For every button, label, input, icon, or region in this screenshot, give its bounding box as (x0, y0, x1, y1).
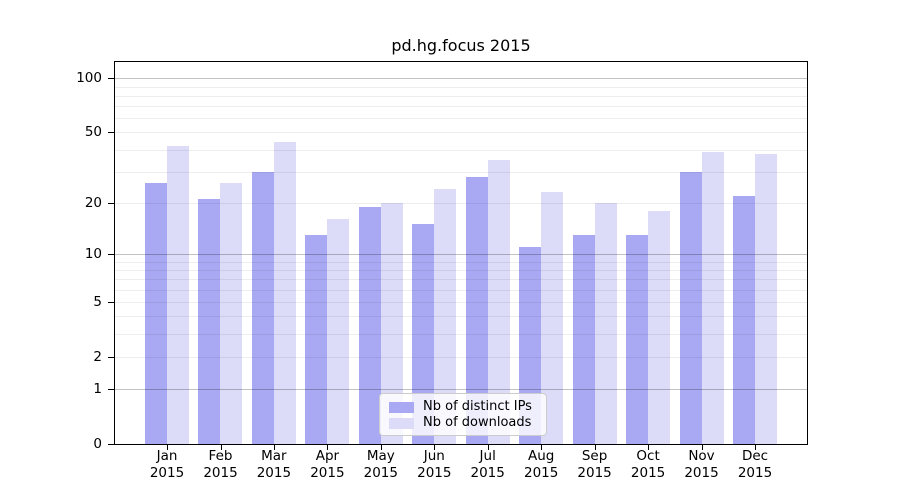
y-tick-mark-100 (108, 78, 114, 80)
y-tick-label-20: 20 (84, 194, 102, 211)
y-tick-label-0: 0 (93, 436, 102, 452)
bar-nb-of-distinct-ips-jul (465, 177, 488, 444)
y-tick-label-5: 5 (93, 294, 102, 310)
bar-nb-of-downloads-dec (755, 153, 777, 444)
gridline-minor-8 (115, 269, 807, 271)
gridline-minor-20 (115, 202, 807, 204)
legend: Nb of distinct IPs Nb of downloads (379, 393, 547, 436)
bar-nb-of-downloads-jun (434, 188, 457, 444)
chart-title: pd.hg.focus 2015 (391, 36, 531, 55)
x-tick-mark-feb (220, 445, 222, 450)
bar-nb-of-downloads-apr (327, 219, 350, 444)
x-tick-mark-may (380, 445, 382, 450)
gridline-minor-60 (115, 118, 807, 120)
y-tick-mark-5 (108, 302, 114, 303)
x-tick-label-jun: Jun 2015 (417, 448, 452, 481)
bar-nb-of-downloads-aug (541, 192, 564, 444)
gridline-minor-50 (115, 132, 807, 134)
x-tick-mark-aug (541, 445, 543, 450)
bar-nb-of-distinct-ips-nov (679, 171, 702, 444)
legend-swatch-distinct-ips (389, 401, 414, 413)
y-tick-mark-1 (108, 389, 114, 391)
bar-nb-of-downloads-may (380, 202, 403, 444)
x-tick-mark-jun (434, 445, 436, 450)
x-tick-label-oct: Oct 2015 (630, 448, 666, 481)
bar-nb-of-distinct-ips-jan (145, 182, 167, 444)
bar-nb-of-distinct-ips-oct (626, 234, 649, 444)
x-tick-label-aug: Aug 2015 (524, 448, 559, 481)
bar-nb-of-downloads-jul (487, 160, 510, 444)
bar-nb-of-distinct-ips-may (358, 206, 381, 444)
y-tick-mark-10 (108, 253, 114, 255)
gridline-minor-3 (115, 334, 807, 336)
bar-nb-of-downloads-oct (648, 210, 671, 444)
bar-nb-of-distinct-ips-dec (733, 195, 755, 444)
gridline-minor-40 (115, 149, 807, 151)
bar-nb-of-downloads-feb (220, 182, 243, 444)
y-tick-label-2: 2 (93, 348, 102, 365)
bar-nb-of-downloads-mar (273, 142, 296, 444)
y-tick-mark-50 (108, 132, 114, 134)
x-tick-mark-oct (648, 445, 650, 450)
x-tick-mark-jan (167, 445, 168, 450)
x-tick-mark-jul (487, 445, 489, 450)
bar-nb-of-downloads-jan (167, 145, 189, 444)
gridline-major-1 (115, 389, 807, 391)
bar-nb-of-distinct-ips-apr (305, 234, 328, 444)
x-tick-label-dec: Dec 2015 (737, 448, 773, 481)
plot-canvas (115, 62, 807, 444)
bar-nb-of-distinct-ips-sep (572, 234, 595, 444)
gridline-minor-90 (115, 86, 807, 88)
y-tick-label-10: 10 (84, 245, 102, 262)
x-tick-label-apr: Apr 2015 (310, 448, 345, 481)
bar-nb-of-distinct-ips-jun (412, 224, 435, 444)
bar-nb-of-distinct-ips-mar (251, 171, 274, 444)
gridline-major-100 (115, 78, 807, 80)
gridline-minor-4 (115, 316, 807, 318)
bar-nb-of-downloads-sep (594, 202, 617, 444)
x-tick-label-jul: Jul 2015 (470, 448, 505, 481)
legend-label-downloads: Nb of downloads (423, 415, 532, 430)
gridline-minor-80 (115, 95, 807, 97)
y-tick-mark-20 (108, 202, 114, 204)
x-tick-label-mar: Mar 2015 (256, 448, 292, 481)
plot-area: Nb of distinct IPs Nb of downloads (114, 61, 808, 445)
gridline-minor-6 (115, 289, 807, 291)
gridline-minor-2 (115, 356, 807, 358)
legend-swatch-downloads (389, 417, 414, 429)
y-tick-mark-0 (108, 444, 114, 445)
y-tick-label-50: 50 (84, 124, 102, 141)
x-tick-label-may: May 2015 (363, 448, 398, 481)
y-tick-label-100: 100 (76, 70, 102, 87)
bar-nb-of-distinct-ips-feb (198, 199, 221, 444)
x-tick-label-nov: Nov 2015 (684, 448, 719, 481)
x-tick-mark-sep (594, 445, 596, 450)
x-tick-mark-apr (327, 445, 329, 450)
y-tick-mark-2 (108, 356, 114, 358)
legend-row-downloads: Nb of downloads (389, 415, 537, 431)
x-tick-mark-dec (755, 445, 756, 450)
x-tick-mark-nov (701, 445, 703, 450)
gridline-minor-70 (115, 106, 807, 108)
x-tick-label-feb: Feb 2015 (203, 448, 238, 481)
bar-nb-of-downloads-nov (701, 151, 724, 444)
x-tick-mark-mar (273, 445, 275, 450)
gridline-minor-9 (115, 261, 807, 263)
y-tick-label-1: 1 (93, 381, 102, 398)
legend-row-distinct-ips: Nb of distinct IPs (389, 399, 537, 415)
x-tick-label-jan: Jan 2015 (149, 448, 185, 481)
legend-label-distinct-ips: Nb of distinct IPs (423, 399, 532, 414)
gridline-minor-5 (115, 302, 807, 303)
gridline-minor-30 (115, 171, 807, 173)
x-tick-label-sep: Sep 2015 (577, 448, 612, 481)
gridline-minor-7 (115, 279, 807, 281)
gridline-major-10 (115, 253, 807, 255)
